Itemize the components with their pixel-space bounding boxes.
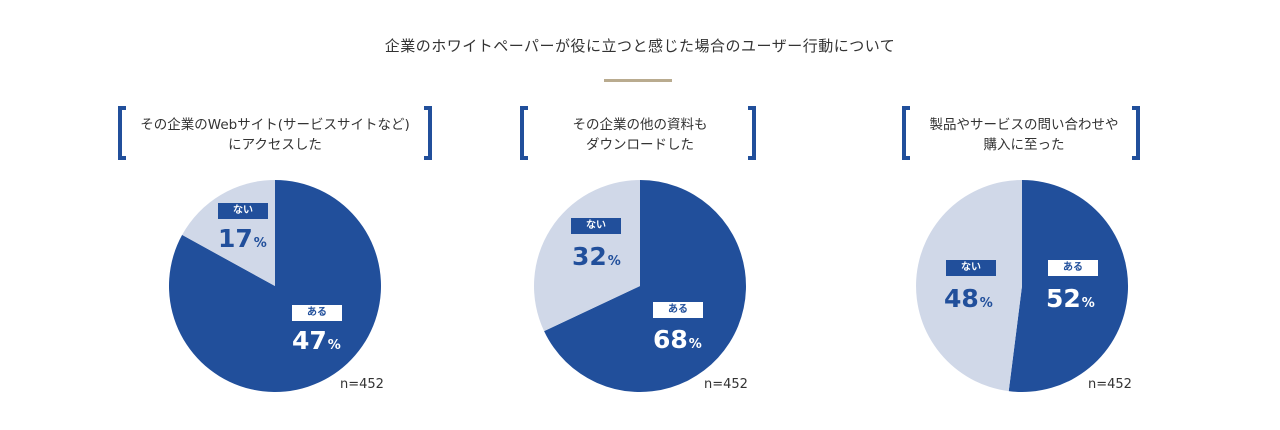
percent-unit: % <box>1081 296 1095 311</box>
chart-caption: その企業のWebサイト(サービスサイトなど) にアクセスした <box>85 106 465 164</box>
chart-inquiry-purchase: 製品やサービスの問い合わせや 購入に至った ない 48% ある 52% n=45… <box>830 100 1210 420</box>
caption-bracket-right <box>748 106 756 160</box>
percent-value: 32 <box>572 242 607 271</box>
title-rule <box>604 79 672 82</box>
slice-label-yes: ある <box>292 305 342 321</box>
percent-unit: % <box>253 236 267 251</box>
caption-bracket-right <box>424 106 432 160</box>
caption-line-1: 製品やサービスの問い合わせや <box>929 117 1119 133</box>
caption-bracket-left <box>520 106 528 160</box>
slice-label-no: ない <box>571 218 621 234</box>
pie-slice-yes <box>544 180 747 393</box>
slice-label-no: ない <box>218 203 268 219</box>
chart-caption: その企業の他の資料も ダウンロードした <box>450 106 830 164</box>
slice-percent-yes: 52% <box>1046 285 1095 318</box>
chart-other-downloads: その企業の他の資料も ダウンロードした ない 32% ある 68% n=452 <box>450 100 830 420</box>
pie-slice-no <box>916 180 1022 392</box>
slice-percent-no: 48% <box>944 285 993 318</box>
caption-bracket-right <box>1132 106 1140 160</box>
sample-size: n=452 <box>1088 377 1132 392</box>
percent-unit: % <box>607 254 621 269</box>
caption-bracket-left <box>118 106 126 160</box>
slice-percent-yes: 47% <box>292 327 341 360</box>
percent-value: 48 <box>944 284 979 313</box>
sample-size: n=452 <box>340 377 384 392</box>
percent-unit: % <box>327 338 341 353</box>
caption-line-2: 購入に至った <box>983 137 1065 153</box>
chart-website-access: その企業のWebサイト(サービスサイトなど) にアクセスした ない 17% ある… <box>85 100 465 420</box>
pie-chart <box>916 180 1129 392</box>
pie-slice-yes <box>1008 180 1129 392</box>
percent-unit: % <box>688 337 702 352</box>
slice-label-no: ない <box>946 260 996 276</box>
percent-value: 17 <box>218 224 253 253</box>
percent-value: 52 <box>1046 284 1081 313</box>
pie-chart <box>534 180 747 393</box>
slice-percent-no: 32% <box>572 243 621 276</box>
percent-value: 68 <box>653 325 688 354</box>
page-title: 企業のホワイトペーパーが役に立つと感じた場合のユーザー行動について <box>384 37 896 55</box>
slice-percent-no: 17% <box>218 225 267 258</box>
pie-slice-yes <box>168 180 381 392</box>
slice-label-yes: ある <box>653 302 703 318</box>
pie-chart <box>168 180 381 392</box>
slice-label-yes: ある <box>1048 260 1098 276</box>
caption-line-1: その企業のWebサイト(サービスサイトなど) <box>140 117 410 133</box>
caption-line-1: その企業の他の資料も <box>572 117 708 133</box>
pie-slice-no <box>534 180 640 332</box>
chart-caption: 製品やサービスの問い合わせや 購入に至った <box>834 106 1214 164</box>
sample-size: n=452 <box>704 377 748 392</box>
slice-percent-yes: 68% <box>653 326 702 359</box>
caption-line-2: ダウンロードした <box>586 137 694 153</box>
percent-unit: % <box>979 296 993 311</box>
percent-value: 47 <box>292 326 327 355</box>
caption-line-2: にアクセスした <box>228 137 322 153</box>
caption-bracket-left <box>902 106 910 160</box>
